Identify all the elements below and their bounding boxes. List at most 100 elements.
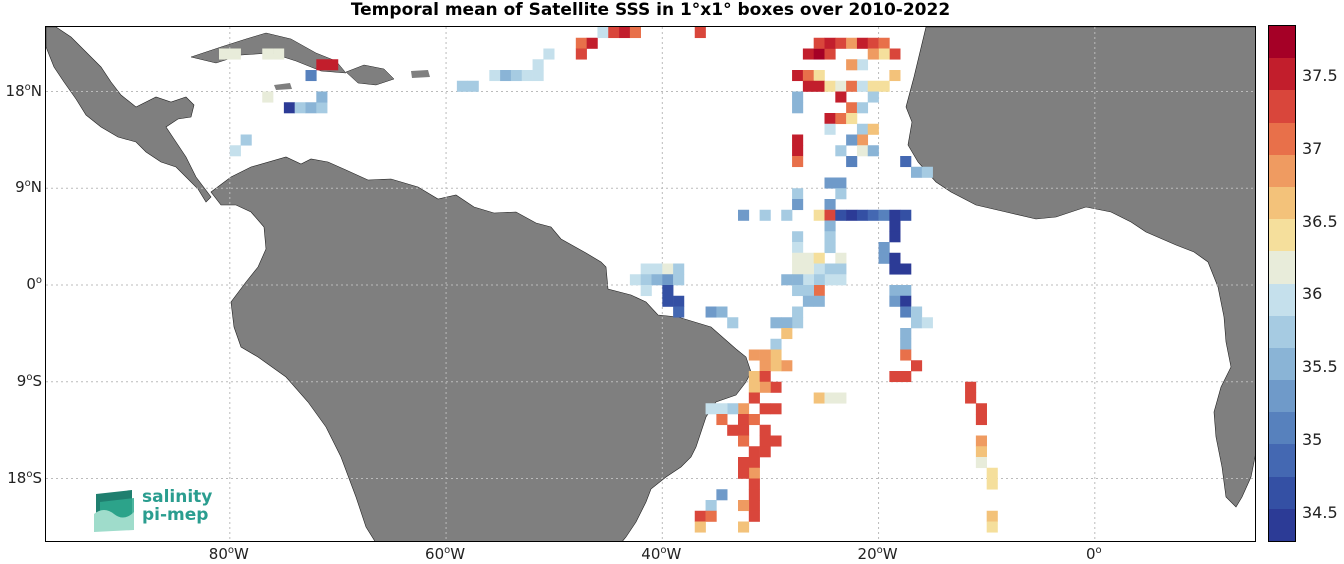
salinity-cell — [813, 37, 825, 49]
salinity-cell — [835, 392, 847, 404]
salinity-cell — [975, 403, 987, 415]
landmass-africa — [905, 27, 1255, 508]
salinity-cell — [802, 80, 814, 92]
salinity-cell — [867, 123, 879, 135]
salinity-cell — [716, 403, 728, 415]
salinity-cell — [986, 521, 998, 533]
salinity-cell — [770, 349, 782, 361]
salinity-cell — [900, 295, 912, 307]
salinity-cell — [705, 500, 717, 512]
salinity-cell — [802, 48, 814, 60]
salinity-cell — [965, 381, 977, 393]
salinity-cell — [716, 414, 728, 426]
salinity-cell — [835, 80, 847, 92]
salinity-cell — [629, 274, 641, 286]
salinity-pi-mep-logo: salinity pi-mep — [92, 486, 222, 534]
salinity-cell — [889, 285, 901, 297]
map-title: Temporal mean of Satellite SSS in 1°x1° … — [350, 0, 951, 20]
salinity-cell — [673, 295, 685, 307]
salinity-cell — [867, 80, 879, 92]
salinity-cell — [856, 134, 869, 146]
salinity-cell — [316, 91, 328, 103]
salinity-cell — [759, 424, 771, 436]
salinity-cell — [824, 209, 836, 221]
salinity-cell — [673, 306, 685, 318]
salinity-cell — [824, 80, 836, 92]
colorbar-segment — [1269, 347, 1295, 381]
salinity-cell — [846, 102, 858, 114]
salinity-cell — [889, 371, 901, 383]
salinity-cell — [802, 295, 814, 307]
salinity-cell — [802, 285, 814, 297]
salinity-cell — [911, 360, 923, 372]
salinity-cell — [467, 80, 479, 92]
salinity-cell — [824, 123, 836, 135]
salinity-cell — [824, 199, 836, 211]
salinity-cell — [748, 457, 760, 469]
map-panel[interactable] — [45, 26, 1256, 542]
salinity-cell — [986, 510, 998, 522]
salinity-cell — [867, 209, 879, 221]
salinity-cell — [975, 457, 987, 469]
colorbar-segment — [1269, 444, 1295, 477]
colorbar-segment — [1269, 90, 1295, 123]
salinity-cell — [781, 317, 793, 329]
salinity-cell — [824, 220, 836, 232]
salinity-cell — [748, 414, 760, 426]
salinity-cell — [900, 209, 912, 221]
map-gridlines — [46, 27, 1255, 541]
salinity-cell — [900, 306, 912, 318]
salinity-cell — [824, 242, 836, 254]
salinity-cell — [597, 27, 609, 39]
salinity-cell — [770, 338, 782, 350]
salinity-cell — [889, 231, 901, 243]
salinity-cell — [878, 48, 890, 60]
salinity-cell — [716, 489, 728, 501]
colorbar-tick-label: 34.5 — [1302, 502, 1338, 522]
salinity-cell — [456, 80, 468, 92]
colorbar-segment — [1269, 251, 1295, 284]
salinity-cell — [705, 510, 717, 522]
salinity-cell — [878, 80, 890, 92]
salinity-cell — [240, 134, 252, 146]
longitude-label: 80oW — [208, 545, 249, 563]
salinity-cell — [748, 446, 760, 458]
salinity-cell — [738, 457, 750, 469]
salinity-cell — [856, 145, 869, 157]
salinity-cell — [727, 317, 739, 329]
salinity-cell — [846, 37, 858, 49]
salinity-cell — [770, 403, 782, 415]
salinity-cell — [305, 102, 317, 114]
salinity-cell — [294, 102, 306, 114]
salinity-cell — [662, 295, 674, 307]
island-puerto-rico — [411, 70, 430, 78]
salinity-cell — [975, 446, 987, 458]
latitude-label: 9oN — [15, 178, 42, 197]
salinity-cell — [662, 263, 674, 275]
salinity-cell — [986, 467, 998, 479]
salinity-cell — [792, 134, 804, 146]
salinity-cell — [651, 274, 663, 286]
salinity-cell — [748, 510, 760, 522]
colorbar-segment — [1269, 476, 1295, 509]
salinity-cell — [878, 252, 890, 264]
colorbar-segment — [1269, 154, 1295, 187]
logo-text-salinity: salinity — [142, 487, 213, 507]
salinity-cell — [510, 70, 523, 82]
salinity-cell — [835, 263, 847, 275]
salinity-cell — [532, 59, 544, 71]
salinity-cell — [911, 317, 923, 329]
salinity-cell — [824, 274, 836, 286]
salinity-cell — [738, 424, 750, 436]
salinity-cell — [738, 403, 750, 415]
salinity-cell — [619, 27, 631, 39]
salinity-cell — [813, 392, 825, 404]
salinity-cell — [500, 70, 512, 82]
salinity-cell — [802, 252, 814, 264]
salinity-cell — [748, 467, 760, 479]
salinity-cell — [824, 231, 836, 243]
salinity-cell — [748, 489, 760, 501]
salinity-cell — [489, 70, 501, 82]
colorbar-tick-label: 35.5 — [1302, 357, 1338, 377]
salinity-cell — [911, 306, 923, 318]
